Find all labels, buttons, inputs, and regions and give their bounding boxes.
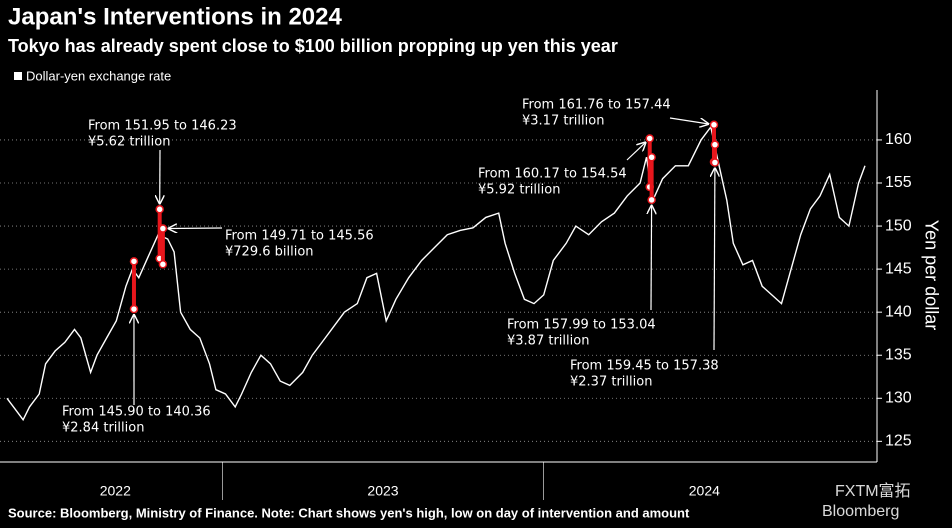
intervention-point (129, 304, 139, 314)
legend-swatch (14, 72, 22, 80)
y-tick-label: 125 (885, 433, 912, 450)
y-tick-label: 130 (885, 389, 912, 406)
intervention-point (647, 195, 656, 205)
y-tick-label: 155 (885, 174, 912, 191)
annotation-arrow (669, 117, 708, 124)
legend-label: Dollar-yen exchange rate (26, 68, 171, 83)
intervention-point (710, 158, 720, 167)
annotation-amount: ¥3.87 trillion (507, 334, 589, 349)
annotation-amount: ¥5.92 trillion (478, 183, 560, 198)
annotation-amount: ¥5.62 trillion (88, 135, 170, 150)
annotation-label: From 149.71 to 145.56 (225, 229, 374, 244)
intervention-point (647, 153, 656, 162)
y-tick-label: 150 (885, 217, 912, 234)
intervention-point (158, 260, 168, 269)
annotation-arrow (714, 169, 715, 351)
x-tick-label: 2023 (367, 483, 398, 499)
intervention-point (155, 205, 164, 214)
x-tick-label: 2024 (689, 483, 720, 499)
annotation-amount: ¥2.84 trillion (62, 421, 144, 436)
annotation-label: From 159.45 to 157.38 (570, 359, 719, 374)
y-axis-label: Yen per dollar (921, 220, 941, 330)
annotation-label: From 151.95 to 146.23 (88, 119, 237, 134)
annotation-label: From 157.99 to 153.04 (507, 318, 656, 333)
annotation-amount: ¥2.37 trillion (570, 375, 652, 390)
annotation-amount: ¥3.17 trillion (522, 114, 604, 129)
intervention-point (645, 134, 654, 143)
y-tick-label: 160 (885, 131, 912, 148)
price-line (6, 125, 866, 422)
y-tick-label: 135 (885, 346, 912, 363)
annotation-amount: ¥729.6 billion (225, 245, 314, 260)
x-tick-label: 2022 (100, 483, 131, 499)
chart-title: Japan's Interventions in 2024 (8, 3, 342, 30)
intervention-point (709, 120, 719, 130)
chart-subtitle: Tokyo has already spent close to $100 bi… (8, 36, 618, 56)
annotation-label: From 145.90 to 140.36 (62, 405, 211, 420)
annotation-arrow (626, 143, 645, 161)
annotation-label: From 160.17 to 154.54 (478, 167, 627, 182)
y-tick-label: 145 (885, 260, 912, 277)
intervention-point (129, 257, 139, 266)
intervention-point (710, 140, 720, 149)
intervention-point (158, 224, 168, 233)
source: Source: Bloomberg, Ministry of Finance. … (8, 505, 690, 520)
annotation-label: From 161.76 to 157.44 (522, 98, 671, 113)
watermark: Bloomberg (822, 503, 899, 520)
y-tick-label: 140 (885, 303, 912, 320)
watermark: FXTM富拓 (835, 482, 911, 500)
annotation-arrow (651, 206, 652, 311)
